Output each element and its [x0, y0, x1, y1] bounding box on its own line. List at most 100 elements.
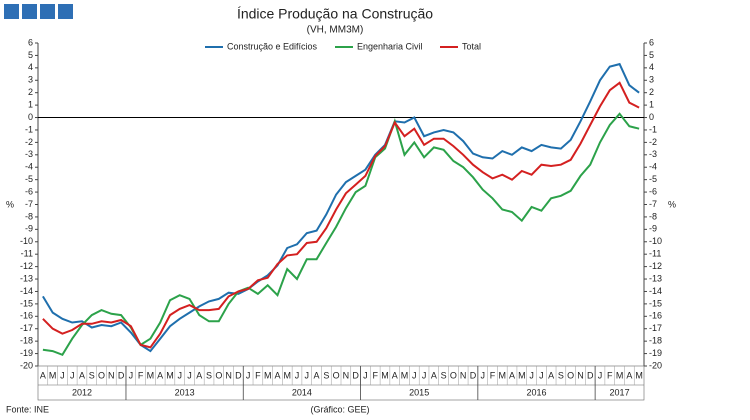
- logo-square: [40, 4, 55, 19]
- logo-square: [4, 4, 19, 19]
- x-tick-label: J: [187, 370, 192, 380]
- x-tick-label: N: [108, 370, 115, 380]
- year-label: 2012: [72, 387, 92, 397]
- y2-tick-label: 5: [649, 50, 654, 60]
- x-tick-label: M: [166, 370, 174, 380]
- y2-tick-label: -19: [649, 348, 662, 358]
- x-tick-label: J: [412, 370, 417, 380]
- y2-tick-label: -18: [649, 336, 662, 346]
- y-tick-label: -6: [25, 186, 33, 196]
- y-tick-label: -10: [20, 236, 33, 246]
- x-tick-label: J: [305, 370, 310, 380]
- y2-tick-label: -3: [649, 149, 657, 159]
- y-tick-label: -19: [20, 348, 33, 358]
- x-tick-label: J: [60, 370, 65, 380]
- y2-tick-label: -14: [649, 286, 662, 296]
- source: Fonte: INE: [6, 404, 49, 414]
- x-tick-label: F: [490, 370, 496, 380]
- x-tick-label: N: [460, 370, 467, 380]
- x-tick-label: M: [401, 370, 409, 380]
- y-tick-label: -9: [25, 224, 33, 234]
- y-tick-label: 5: [28, 50, 33, 60]
- y2-tick-label: -5: [649, 174, 657, 184]
- logo-square: [22, 4, 37, 19]
- year-label: 2014: [292, 387, 312, 397]
- x-tick-label: M: [49, 370, 57, 380]
- y-tick-label: -11: [21, 249, 33, 259]
- x-tick-label: O: [333, 370, 340, 380]
- x-tick-label: N: [577, 370, 584, 380]
- x-tick-label: D: [587, 370, 594, 380]
- y2-tick-label: 1: [649, 99, 654, 109]
- y-tick-label: -20: [20, 360, 33, 370]
- x-tick-label: M: [635, 370, 643, 380]
- x-tick-label: D: [470, 370, 477, 380]
- y-tick-label: -18: [20, 336, 33, 346]
- y2-tick-label: -9: [649, 224, 657, 234]
- y-tick-label: -2: [25, 137, 33, 147]
- y-tick-label: -8: [25, 211, 33, 221]
- x-tick-label: J: [246, 370, 251, 380]
- x-tick-label: J: [295, 370, 300, 380]
- y2-axis-label: %: [668, 199, 676, 209]
- x-tick-label: A: [196, 370, 202, 380]
- x-tick-label: J: [480, 370, 485, 380]
- y2-tick-label: 2: [649, 87, 654, 97]
- x-tick-label: J: [70, 370, 75, 380]
- y2-tick-label: -4: [649, 162, 657, 172]
- x-tick-label: J: [363, 370, 368, 380]
- year-label: 2017: [610, 387, 630, 397]
- x-tick-label: S: [89, 370, 95, 380]
- legend-label: Engenharia Civil: [357, 41, 423, 51]
- y-tick-label: -1: [25, 124, 33, 134]
- x-tick-label: M: [616, 370, 624, 380]
- y2-tick-label: 0: [649, 112, 654, 122]
- x-tick-label: O: [98, 370, 105, 380]
- x-tick-label: O: [450, 370, 457, 380]
- y-tick-label: -5: [25, 174, 33, 184]
- x-tick-label: S: [441, 370, 447, 380]
- x-tick-label: J: [598, 370, 603, 380]
- legend-label: Total: [462, 41, 481, 51]
- y2-tick-label: 6: [649, 37, 654, 47]
- y-tick-label: -14: [20, 286, 33, 296]
- x-tick-label: A: [79, 370, 85, 380]
- series-line: [42, 81, 640, 349]
- x-tick-label: J: [529, 370, 534, 380]
- x-tick-label: A: [314, 370, 320, 380]
- y-axis-label: %: [6, 199, 14, 209]
- x-tick-label: S: [558, 370, 564, 380]
- y2-tick-label: -17: [649, 323, 662, 333]
- x-tick-label: A: [509, 370, 515, 380]
- chart-title: Índice Produção na Construção: [237, 6, 433, 22]
- x-tick-label: D: [235, 370, 242, 380]
- x-tick-label: S: [323, 370, 329, 380]
- y-tick-label: 2: [28, 87, 33, 97]
- y2-tick-label: -10: [649, 236, 662, 246]
- y2-tick-label: -13: [649, 273, 662, 283]
- y2-tick-label: -7: [649, 199, 657, 209]
- y-tick-label: 4: [28, 62, 33, 72]
- credit: (Gráfico: GEE): [310, 404, 369, 414]
- x-tick-label: M: [518, 370, 526, 380]
- y-tick-label: -16: [20, 311, 33, 321]
- x-tick-label: A: [626, 370, 632, 380]
- y2-tick-label: -2: [649, 137, 657, 147]
- x-tick-label: S: [206, 370, 212, 380]
- y2-tick-label: -12: [649, 261, 662, 271]
- x-tick-label: M: [381, 370, 389, 380]
- x-tick-label: A: [157, 370, 163, 380]
- x-tick-label: O: [567, 370, 574, 380]
- x-tick-label: J: [539, 370, 544, 380]
- series-line: [42, 62, 640, 353]
- x-tick-label: F: [607, 370, 613, 380]
- y-tick-label: -4: [25, 162, 33, 172]
- x-tick-label: M: [499, 370, 507, 380]
- y-tick-label: 3: [28, 75, 33, 85]
- x-tick-label: J: [422, 370, 427, 380]
- x-tick-label: F: [372, 370, 378, 380]
- x-tick-label: M: [264, 370, 272, 380]
- y2-tick-label: -8: [649, 211, 657, 221]
- y2-tick-label: -1: [649, 124, 657, 134]
